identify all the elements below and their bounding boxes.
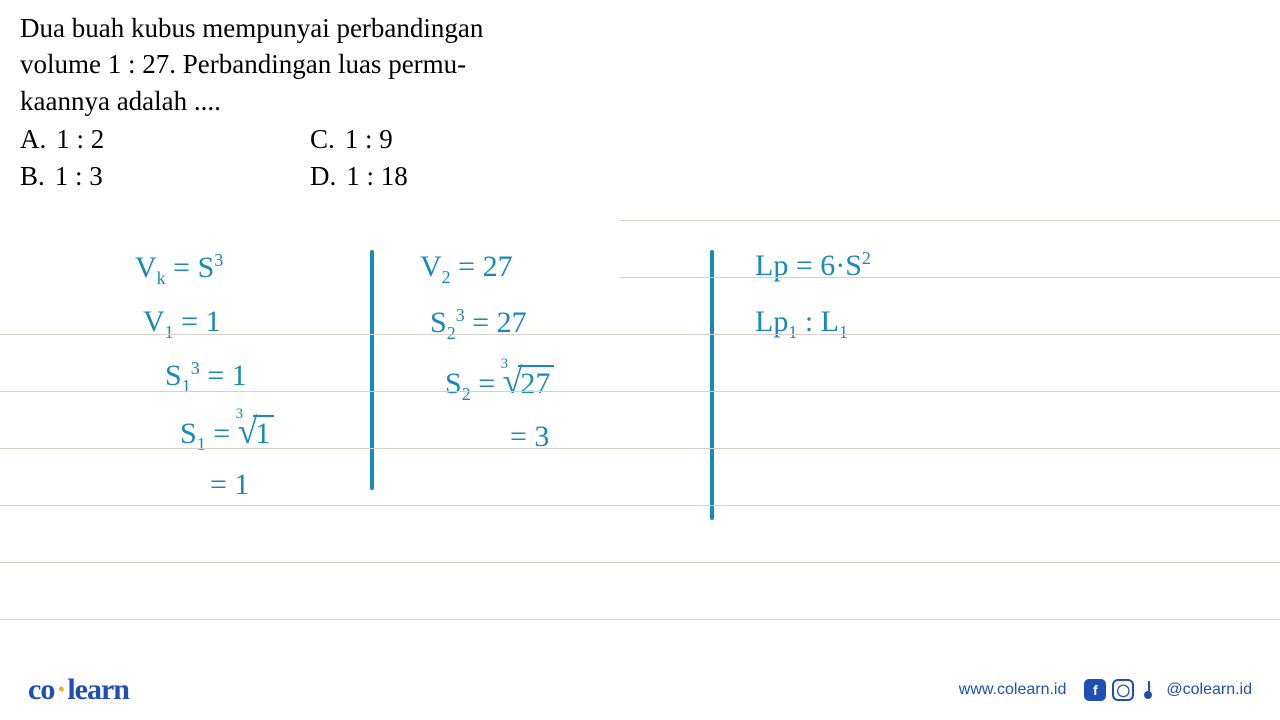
- hw-separator-2: [710, 250, 714, 520]
- option-b-label: B.: [20, 158, 45, 194]
- logo: co·learn: [28, 673, 129, 707]
- logo-co: co: [28, 673, 54, 706]
- q-line-3: kaannya adalah ....: [20, 83, 620, 119]
- logo-learn: learn: [67, 673, 129, 706]
- hw-c2-eq3: S2 = 3√27: [445, 360, 554, 405]
- hw-c3-eq2: Lp1 : L1: [755, 305, 848, 343]
- ruled-line: [0, 562, 1280, 563]
- option-d-label: D.: [310, 158, 336, 194]
- option-c: C. 1 : 9: [310, 121, 408, 157]
- ruled-line: [0, 505, 1280, 506]
- q-line-1: Dua buah kubus mempunyai perbandingan: [20, 10, 620, 46]
- option-a-text: 1 : 2: [56, 121, 104, 157]
- ruled-line: [620, 277, 1280, 278]
- option-a: A. 1 : 2: [20, 121, 310, 157]
- instagram-icon: ◯: [1112, 679, 1134, 701]
- option-d: D. 1 : 18: [310, 158, 408, 194]
- option-c-label: C.: [310, 121, 335, 157]
- tiktok-icon: [1140, 679, 1160, 701]
- q-line-2: volume 1 : 27. Perbandingan luas permu-: [20, 46, 620, 82]
- options: A. 1 : 2 B. 1 : 3 C. 1 : 9 D. 1 : 18: [20, 121, 1260, 194]
- socials: f ◯ @colearn.id: [1084, 679, 1252, 701]
- ruled-line: [0, 391, 1280, 392]
- hw-c1-eq5: = 1: [210, 468, 249, 502]
- option-c-text: 1 : 9: [345, 121, 393, 157]
- hw-c1-eq1: Vk = S3: [135, 250, 223, 289]
- hw-c1-eq2: V1 = 1: [143, 305, 221, 343]
- question-text: Dua buah kubus mempunyai perbandingan vo…: [20, 10, 620, 119]
- footer: co·learn www.colearn.id f ◯ @colearn.id: [0, 660, 1280, 720]
- logo-dot-icon: ·: [56, 673, 65, 706]
- hw-separator-1: [370, 250, 374, 490]
- ruled-line: [0, 334, 1280, 335]
- ruled-line: [620, 220, 1280, 221]
- option-b-text: 1 : 3: [55, 158, 103, 194]
- ruled-line: [0, 619, 1280, 620]
- facebook-icon: f: [1084, 679, 1106, 701]
- site-url: www.colearn.id: [959, 681, 1067, 699]
- option-d-text: 1 : 18: [346, 158, 408, 194]
- ruled-line: [0, 448, 1280, 449]
- option-b: B. 1 : 3: [20, 158, 310, 194]
- hw-c2-eq2: S23 = 27: [430, 305, 527, 344]
- hw-c2-eq1: V2 = 27: [420, 250, 513, 288]
- option-a-label: A.: [20, 121, 46, 157]
- social-handle: @colearn.id: [1166, 681, 1252, 699]
